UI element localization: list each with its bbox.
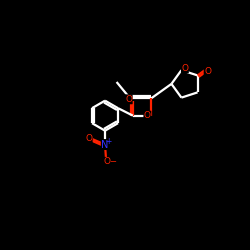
Text: O: O [144, 111, 151, 120]
Text: O: O [125, 95, 132, 104]
Text: O: O [204, 67, 211, 76]
Text: O: O [182, 64, 188, 73]
Text: O: O [85, 134, 92, 143]
Text: −: − [109, 157, 116, 166]
Text: O: O [104, 157, 110, 166]
Text: N: N [101, 140, 109, 149]
Text: +: + [105, 136, 112, 145]
